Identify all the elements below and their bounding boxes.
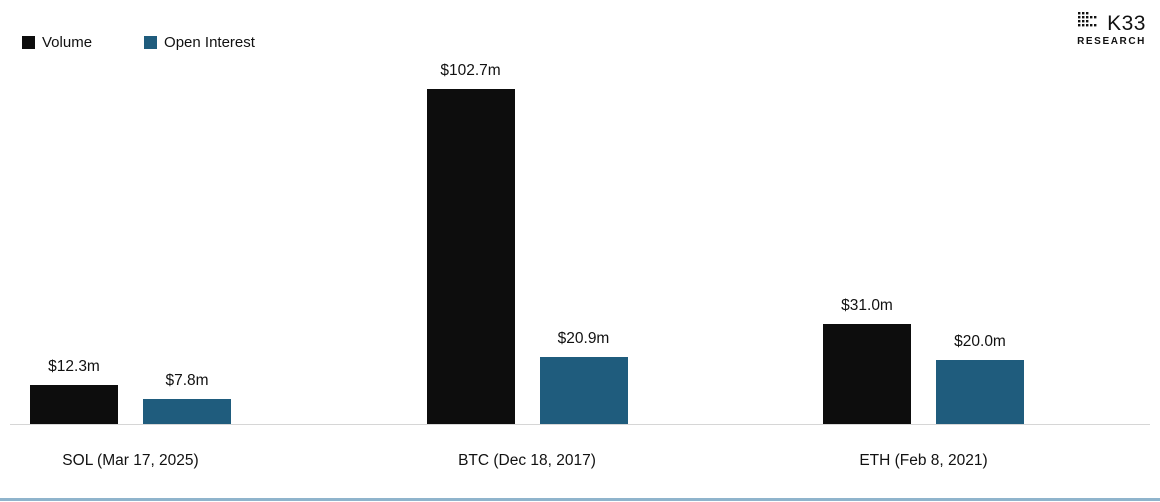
x-axis-label-sol: SOL (Mar 17, 2025) — [62, 452, 199, 469]
bar-volume-eth: $31.0m — [823, 297, 911, 425]
bar-value-label: $20.9m — [557, 330, 610, 347]
bottom-accent-border — [0, 498, 1160, 501]
bar-value-label: $7.8m — [165, 372, 209, 389]
bar-group-btc: $102.7m $20.9m — [426, 62, 628, 425]
logo-row: K33 — [1078, 12, 1146, 34]
legend-item-volume: Volume — [22, 34, 92, 51]
x-axis-label-btc: BTC (Dec 18, 2017) — [458, 452, 596, 469]
open-interest-swatch-icon — [144, 36, 158, 49]
bar-open-interest-btc: $20.9m — [539, 330, 628, 425]
bar-open-interest-sol: $7.8m — [143, 372, 231, 425]
bar-group-eth: $31.0m $20.0m — [823, 297, 1024, 425]
x-axis-labels: SOL (Mar 17, 2025) BTC (Dec 18, 2017) ETH … — [30, 452, 1024, 470]
bar-value-label: $12.3m — [48, 358, 100, 375]
bar-open-interest-eth: $20.0m — [936, 333, 1024, 425]
bar-volume-sol: $12.3m — [30, 358, 118, 425]
bar-value-label: $20.0m — [954, 333, 1006, 350]
bar-group-sol: $12.3m $7.8m — [30, 358, 231, 425]
logo-brand-text: K33 — [1107, 11, 1146, 35]
x-axis-line — [10, 424, 1150, 425]
legend-label-volume: Volume — [42, 34, 93, 51]
logo-sub-text: RESEARCH — [1077, 36, 1146, 47]
bar-value-label: $102.7m — [440, 62, 501, 79]
k33-research-logo: K33 RESEARCH — [1077, 12, 1146, 47]
k33-dot-matrix-icon — [1078, 12, 1102, 34]
legend: Volume Open Interest — [22, 34, 255, 51]
volume-swatch-icon — [22, 36, 35, 49]
bar-volume-btc: $102.7m — [426, 62, 515, 425]
x-axis-label-eth: ETH (Feb 8, 2021) — [859, 452, 988, 469]
plot-area: $12.3m $7.8m $102.7m $20.9m $31.0m $20.0m — [30, 62, 1024, 425]
legend-label-open-interest: Open Interest — [164, 34, 255, 51]
bar-value-label: $31.0m — [841, 297, 893, 314]
legend-item-open-interest: Open Interest — [144, 34, 255, 51]
